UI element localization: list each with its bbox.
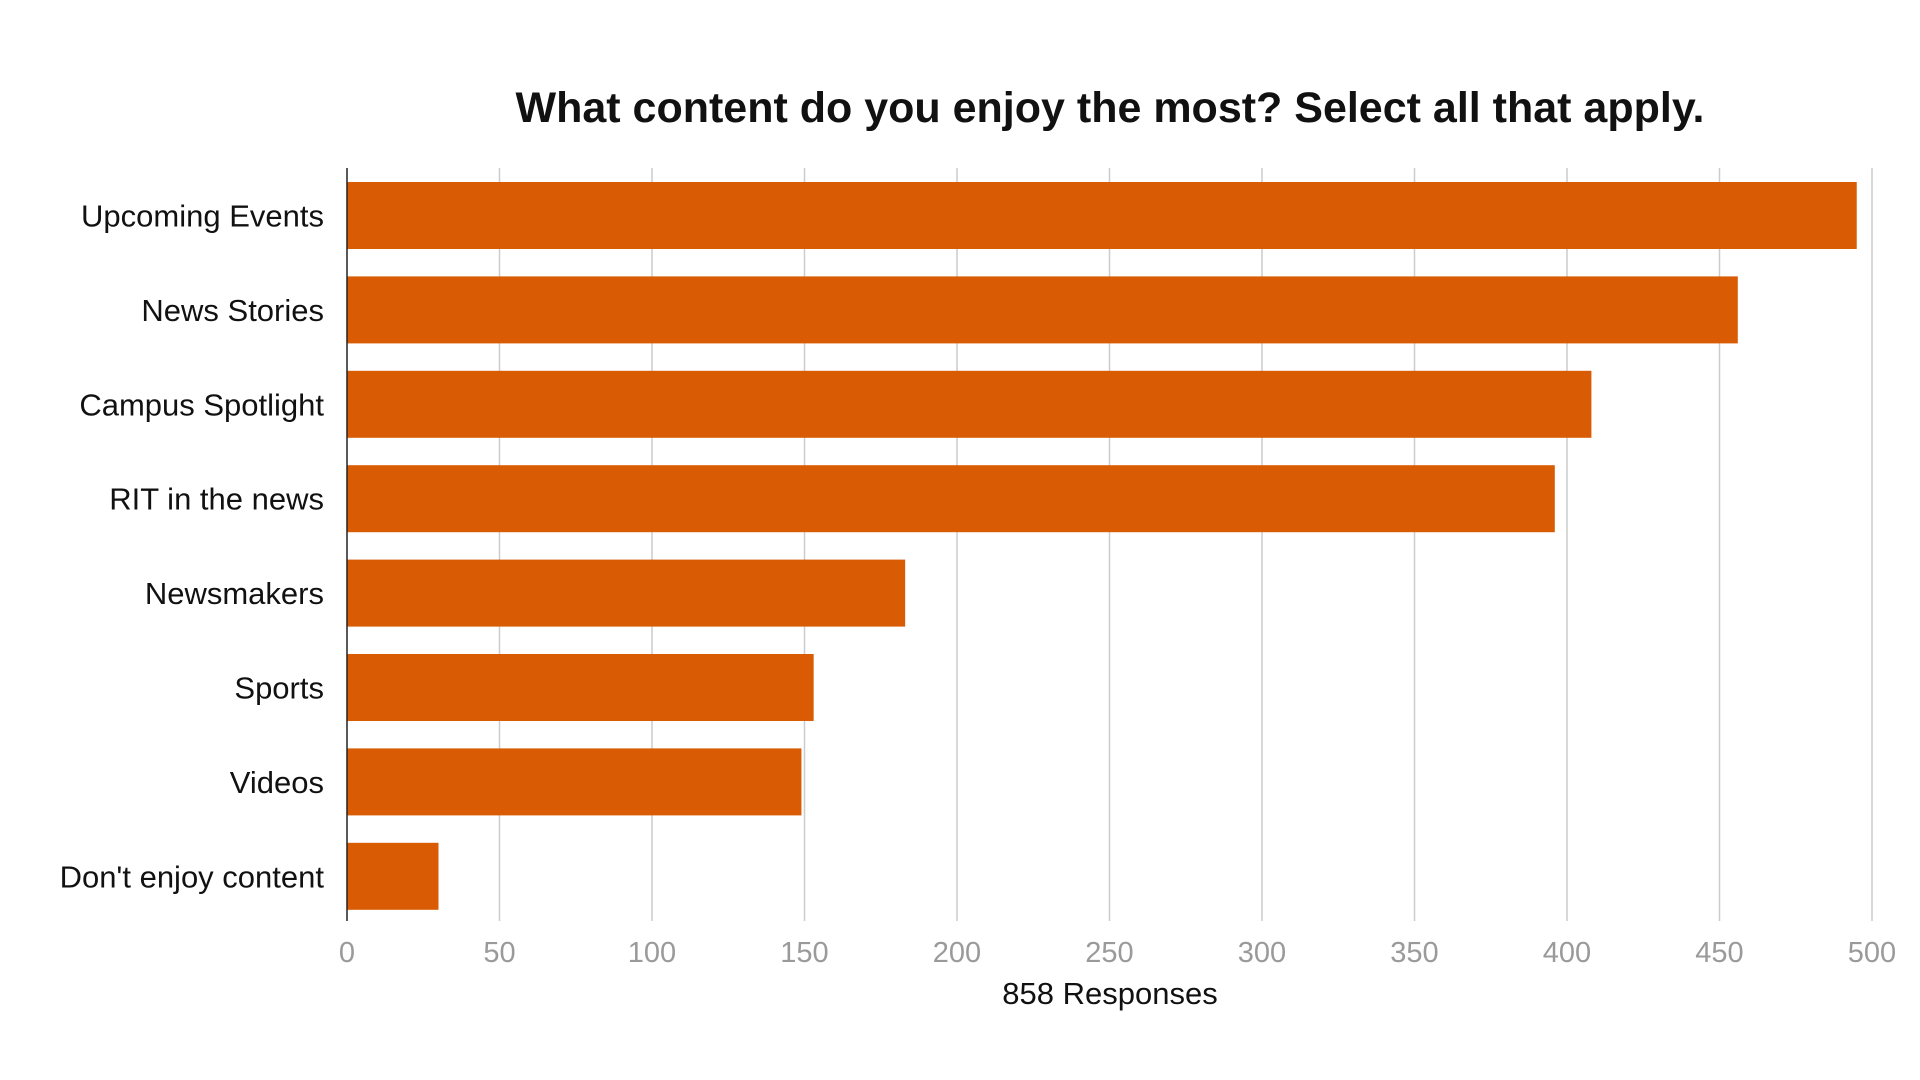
category-label: Don't enjoy content bbox=[60, 859, 325, 894]
category-label: RIT in the news bbox=[109, 482, 324, 517]
x-tick-label: 100 bbox=[628, 937, 676, 969]
bar bbox=[347, 748, 802, 816]
bar bbox=[347, 370, 1592, 438]
category-labels: Upcoming Events News Stories Campus Spotli… bbox=[60, 199, 325, 895]
bar bbox=[347, 276, 1738, 344]
category-label: Campus Spotlight bbox=[79, 387, 324, 422]
bar bbox=[347, 465, 1555, 533]
x-tick-label: 0 bbox=[339, 937, 355, 969]
bar bbox=[347, 842, 439, 910]
bars bbox=[347, 182, 1857, 910]
x-tick-label: 450 bbox=[1695, 937, 1743, 969]
chart-title: What content do you enjoy the most? Sele… bbox=[516, 84, 1705, 132]
x-tick-label: 250 bbox=[1085, 937, 1133, 969]
bar bbox=[347, 654, 814, 721]
x-tick-label: 200 bbox=[933, 937, 981, 969]
category-label: Videos bbox=[230, 765, 324, 800]
x-tick-labels: 0 50 100 150 200 250 300 350 400 450 500 bbox=[339, 937, 1896, 969]
x-tick-label: 500 bbox=[1848, 937, 1896, 969]
x-axis-title: 858 Responses bbox=[1002, 976, 1217, 1011]
x-tick-label: 50 bbox=[483, 937, 515, 969]
x-tick-label: 400 bbox=[1543, 937, 1591, 969]
category-label: Upcoming Events bbox=[81, 199, 324, 234]
category-label: Newsmakers bbox=[145, 576, 324, 611]
x-tick-label: 350 bbox=[1390, 937, 1438, 969]
category-label: News Stories bbox=[141, 293, 324, 328]
bar bbox=[347, 559, 906, 627]
x-tick-label: 300 bbox=[1238, 937, 1286, 969]
category-label: Sports bbox=[234, 671, 324, 706]
bar bbox=[347, 182, 1857, 249]
x-tick-label: 150 bbox=[780, 937, 828, 969]
